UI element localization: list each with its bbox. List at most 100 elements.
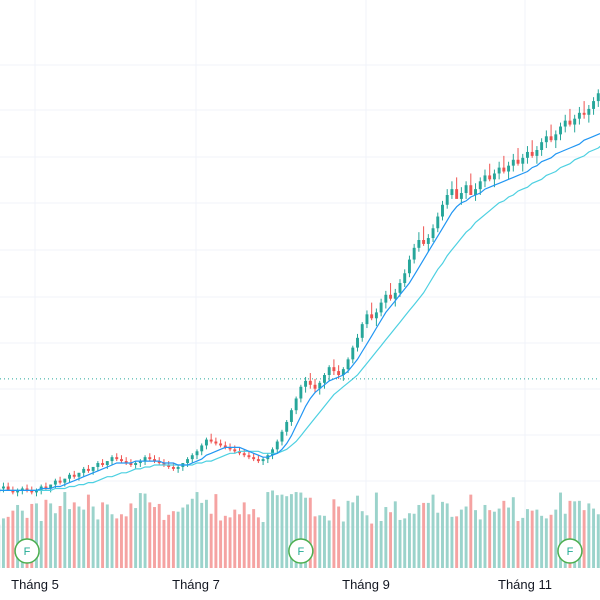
candle-body <box>223 445 227 448</box>
candle-body <box>407 259 411 274</box>
volume-bar <box>360 511 364 568</box>
candle-body <box>120 459 123 462</box>
x-tick-label: Tháng 7 <box>172 577 220 592</box>
candle-body <box>271 449 274 456</box>
candle-body <box>516 159 520 164</box>
candle-body <box>587 108 591 115</box>
candle-body <box>200 445 204 452</box>
candle-body <box>422 240 426 244</box>
volume-bar <box>346 500 350 568</box>
candle-body <box>124 461 128 464</box>
candle-body <box>497 167 501 174</box>
candle-body <box>431 228 435 239</box>
candle-body <box>568 120 572 125</box>
candle-body <box>195 451 199 456</box>
candle-body <box>30 490 34 493</box>
candle-body <box>327 367 331 375</box>
candle-body <box>72 474 76 477</box>
volume-bar <box>53 513 57 568</box>
volume-bar <box>252 509 256 568</box>
volume-bar <box>351 502 355 568</box>
candle-body <box>20 488 24 491</box>
candle-body <box>365 314 369 325</box>
candle-body <box>535 150 539 156</box>
volume-bar <box>516 520 520 568</box>
volume-bar <box>407 513 411 568</box>
volume-bar <box>459 509 463 568</box>
volume-bar <box>332 499 336 568</box>
candle-body <box>162 463 166 465</box>
x-tick-label: Tháng 5 <box>11 577 59 592</box>
volume-bar <box>143 493 147 568</box>
volume-bar <box>469 494 473 568</box>
candle-body <box>332 367 336 372</box>
volume-bar <box>535 509 539 568</box>
volume-bar <box>256 517 260 568</box>
candle-body <box>337 371 341 375</box>
volume-bar <box>105 504 109 568</box>
volume-bar <box>1 518 5 568</box>
candle-body <box>554 134 558 141</box>
candle-body <box>11 490 15 493</box>
candle-body <box>398 283 402 293</box>
candle-body <box>526 151 529 158</box>
candle-body <box>35 490 38 493</box>
volume-bar <box>171 511 175 568</box>
volume-bar <box>271 490 274 568</box>
volume-bar <box>167 514 171 568</box>
candle-body <box>573 118 577 125</box>
volume-bar <box>96 519 100 568</box>
volume-bar <box>327 520 331 568</box>
candle-body <box>356 337 359 348</box>
candle-body <box>450 189 454 195</box>
candle-body <box>77 472 81 477</box>
candle-body <box>577 112 581 119</box>
volume-bar <box>195 492 199 568</box>
volume-bar <box>190 498 194 568</box>
volume-bar <box>483 504 487 568</box>
volume-bar <box>488 510 492 568</box>
candle-body <box>129 463 133 465</box>
candle-body <box>275 441 279 450</box>
candle-body <box>393 292 397 299</box>
candle-body <box>252 457 256 460</box>
candle-body <box>412 247 416 260</box>
event-flag-label: F <box>297 546 304 558</box>
candle-body <box>360 324 364 338</box>
volume-bar <box>209 513 213 568</box>
candle-body <box>596 93 600 102</box>
candle-body <box>86 468 90 471</box>
candle-body <box>176 466 180 469</box>
candle-body <box>214 441 218 444</box>
candle-body <box>134 463 138 465</box>
volume-bar <box>530 510 534 568</box>
volume-bar <box>573 501 577 568</box>
volume-bar <box>403 518 407 568</box>
candle-body <box>1 486 5 489</box>
volume-bar <box>445 503 449 568</box>
volume-bar <box>393 501 397 568</box>
candle-body <box>370 314 374 319</box>
volume-bar <box>110 514 114 568</box>
event-flag-circle <box>288 538 314 564</box>
volume-bar <box>58 506 62 568</box>
candle-body <box>441 204 444 217</box>
grid-lines <box>0 0 600 568</box>
candle-body <box>209 439 213 442</box>
volume-bar <box>313 516 317 568</box>
candle-body <box>379 302 383 313</box>
volume-bar <box>450 516 454 568</box>
volume-bar <box>266 492 270 568</box>
candle-body <box>280 431 284 442</box>
candle-body <box>96 463 100 467</box>
volume-bar <box>129 503 133 568</box>
volume-bar <box>464 506 468 568</box>
volume-bar <box>101 502 105 568</box>
candle-body <box>304 380 308 387</box>
volume-bar <box>441 501 444 568</box>
event-flag-circle <box>557 538 583 564</box>
volume-bar <box>431 494 435 568</box>
volume-bar <box>549 514 553 568</box>
